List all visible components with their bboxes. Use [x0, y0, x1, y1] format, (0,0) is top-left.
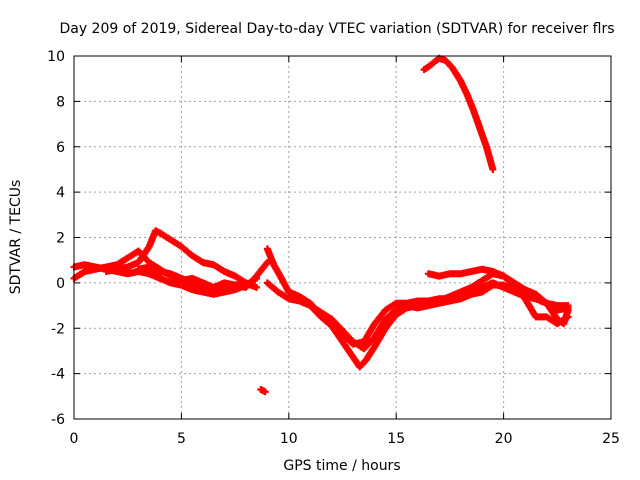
data-point [253, 283, 261, 291]
x-tick-label: 10 [280, 431, 298, 447]
y-axis-title: SDTVAR / TECUs [8, 180, 24, 295]
series-arc-8 [306, 270, 572, 371]
series-arc-4 [134, 263, 250, 294]
data-point [489, 165, 497, 173]
data-points [70, 54, 572, 396]
x-axis-ticks: 0 5 10 15 20 25 [70, 56, 620, 447]
series-arc-5 [257, 386, 269, 396]
grid [74, 56, 611, 419]
x-tick-label: 5 [177, 431, 186, 447]
y-tick-label: 10 [47, 49, 65, 65]
x-tick-label: 25 [602, 431, 620, 447]
series-arc-2 [70, 261, 261, 298]
y-tick-label: 6 [56, 140, 65, 156]
data-point [564, 313, 572, 321]
y-tick-label: 2 [56, 231, 65, 247]
data-point [253, 274, 261, 282]
y-tick-label: -2 [51, 321, 65, 337]
y-tick-label: -6 [51, 412, 65, 428]
y-tick-label: 8 [56, 94, 65, 110]
y-axis-ticks: -6 -4 -2 0 2 4 6 8 10 [47, 49, 611, 428]
x-tick-label: 15 [387, 431, 405, 447]
series-arc-9 [424, 265, 572, 328]
series-arc-10 [420, 54, 497, 173]
x-tick-label: 20 [495, 431, 513, 447]
x-axis-title: GPS time / hours [283, 458, 400, 474]
data-point [261, 388, 269, 396]
data-point [242, 279, 250, 287]
y-tick-label: 4 [56, 185, 65, 201]
x-tick-label: 0 [70, 431, 79, 447]
data-point [564, 306, 572, 314]
y-tick-label: 0 [56, 276, 65, 292]
y-tick-label: -4 [51, 367, 65, 383]
series-arc-3 [102, 227, 261, 291]
chart-title: Day 209 of 2019, Sidereal Day-to-day VTE… [59, 21, 614, 37]
